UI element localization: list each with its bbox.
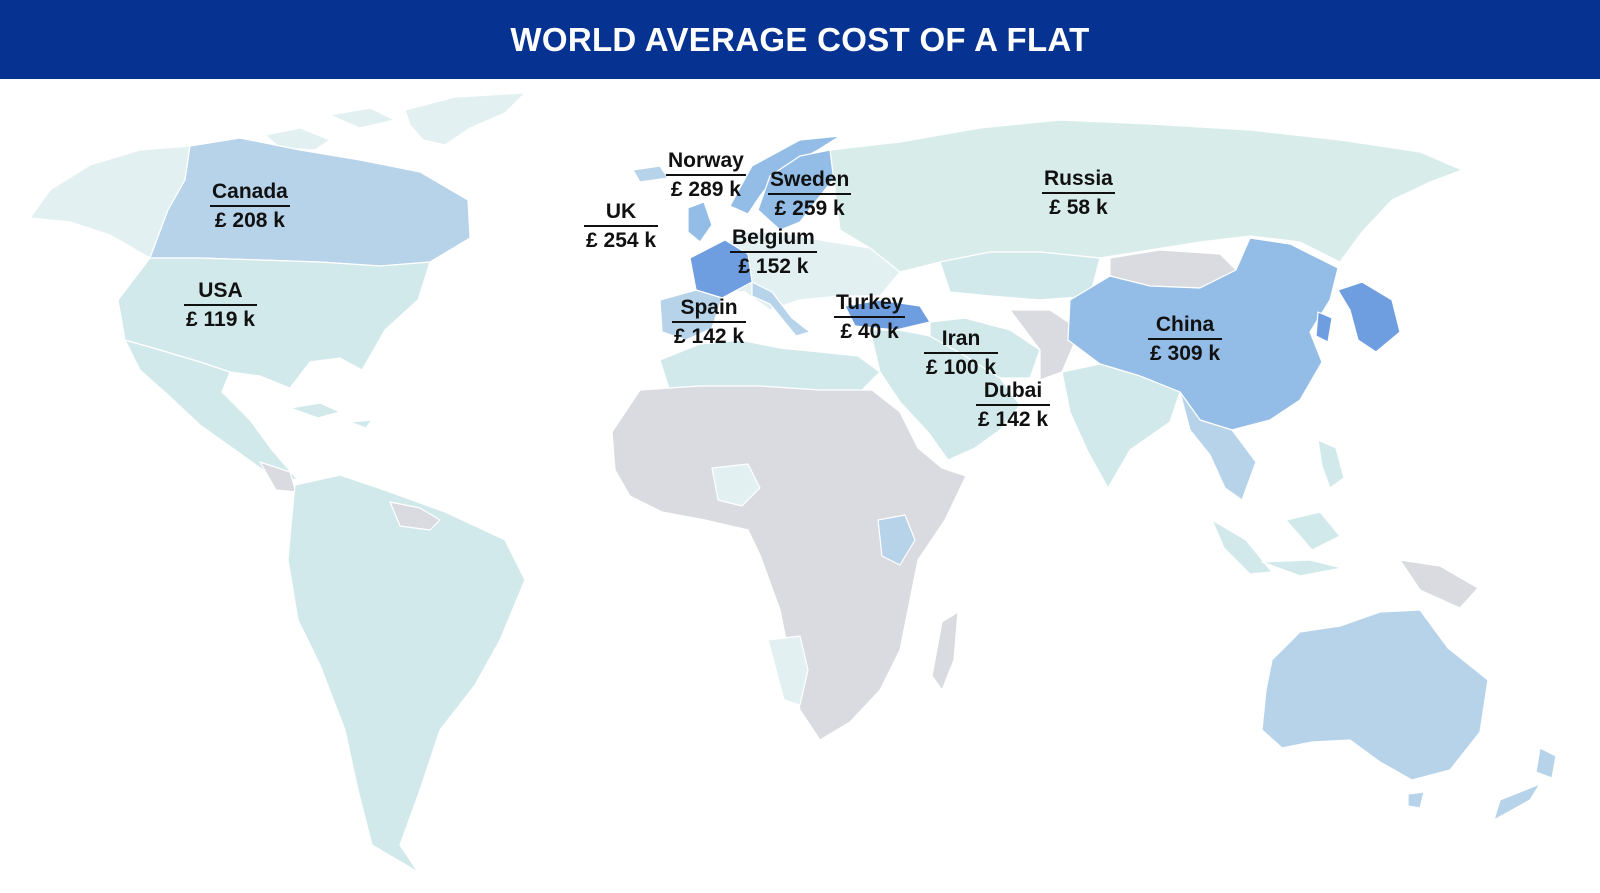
label-belgium: Belgium £ 152 k	[730, 224, 817, 280]
region-guianas	[389, 501, 441, 531]
region-korea-japan	[1315, 281, 1401, 353]
map-title: WORLD AVERAGE COST OF A FLAT	[510, 20, 1090, 58]
country-name: UK	[605, 200, 637, 223]
region-canada	[149, 137, 471, 267]
title-banner: WORLD AVERAGE COST OF A FLAT	[0, 0, 1600, 79]
label-norway: Norway £ 289 k	[666, 147, 746, 203]
country-price: £ 119 k	[184, 304, 257, 333]
country-name: Norway	[668, 149, 744, 172]
country-price: £ 40 k	[834, 316, 906, 345]
label-iran: Iran £ 100 k	[924, 325, 999, 381]
region-kenya	[877, 514, 916, 566]
country-price: £ 58 k	[1042, 192, 1115, 221]
label-russia: Russia £ 58 k	[1042, 165, 1115, 221]
region-mexico	[124, 339, 299, 481]
label-usa: USA £ 119 k	[184, 277, 257, 333]
region-nigeria	[711, 463, 761, 507]
region-africa	[611, 385, 967, 741]
label-turkey: Turkey £ 40 k	[834, 289, 906, 345]
label-canada: Canada £ 208 k	[210, 178, 290, 234]
region-arctic-islands	[264, 107, 396, 151]
country-name: Spain	[680, 296, 738, 319]
country-price: £ 289 k	[666, 174, 746, 203]
region-iran	[929, 317, 1041, 379]
country-price: £ 309 k	[1148, 338, 1223, 367]
country-price: £ 208 k	[210, 205, 290, 234]
label-dubai: Dubai £ 142 k	[976, 377, 1051, 433]
country-name: Russia	[1044, 167, 1113, 190]
region-iceland	[632, 165, 669, 183]
country-price: £ 142 k	[672, 321, 747, 350]
region-australia	[1261, 609, 1489, 781]
region-philippines	[1317, 439, 1345, 489]
country-name: Canada	[212, 180, 288, 203]
region-russia	[829, 119, 1463, 273]
country-name: Belgium	[732, 226, 815, 249]
region-uk	[687, 201, 713, 243]
region-madagascar	[931, 611, 959, 691]
region-kazakhstan	[939, 251, 1101, 301]
country-price: £ 142 k	[976, 404, 1051, 433]
region-greenland	[404, 92, 526, 146]
region-caribbean	[289, 402, 373, 429]
country-name: Sweden	[770, 168, 850, 191]
region-spain	[659, 289, 723, 341]
region-new-zealand	[1493, 747, 1557, 821]
country-price: £ 254 k	[584, 225, 659, 254]
country-price: £ 100 k	[924, 352, 999, 381]
country-name: Iran	[941, 327, 981, 350]
country-price: £ 259 k	[768, 193, 852, 222]
label-uk: UK £ 254 k	[584, 198, 659, 254]
region-png	[1399, 559, 1479, 609]
country-name: Dubai	[983, 379, 1043, 402]
region-namibia	[767, 635, 809, 706]
region-india	[1061, 363, 1181, 489]
region-italy-balkans	[751, 281, 811, 337]
region-south-america	[287, 474, 526, 873]
country-price: £ 152 k	[730, 251, 817, 280]
region-norway	[729, 135, 841, 215]
region-indonesia	[1211, 511, 1343, 577]
label-sweden: Sweden £ 259 k	[768, 166, 852, 222]
country-name: China	[1155, 313, 1215, 336]
country-name: Turkey	[836, 291, 904, 314]
region-se-asia	[1179, 391, 1257, 501]
country-name: USA	[198, 279, 243, 302]
region-tasmania	[1407, 791, 1425, 809]
label-spain: Spain £ 142 k	[672, 294, 747, 350]
label-china: China £ 309 k	[1148, 311, 1223, 367]
